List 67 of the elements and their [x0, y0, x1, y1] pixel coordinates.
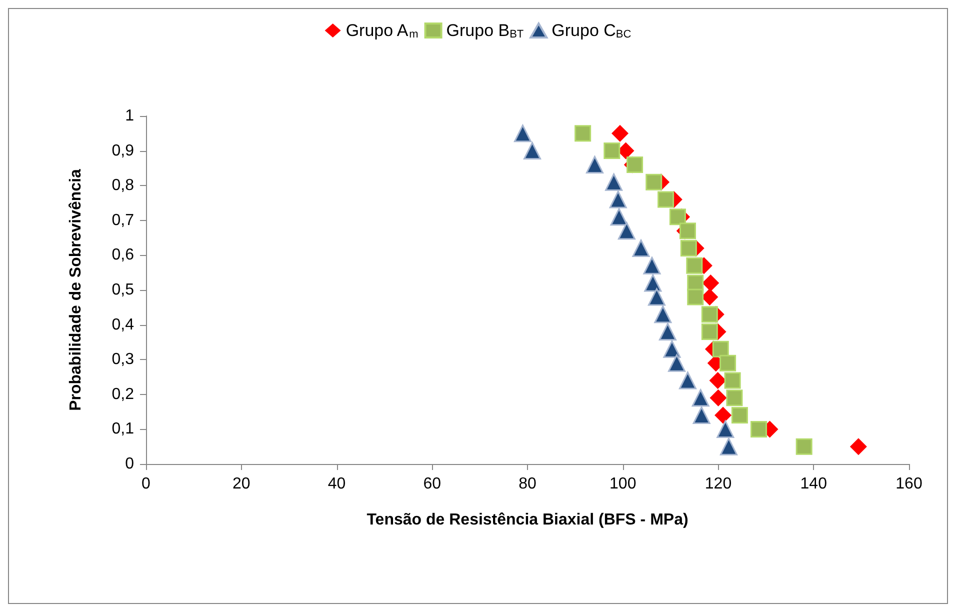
point: [658, 323, 676, 341]
x-tick-label: 40: [328, 476, 346, 492]
point: [709, 372, 726, 389]
y-tick-label: 0,4: [112, 316, 134, 334]
point: [604, 142, 620, 160]
point: [720, 354, 736, 372]
y-axis-title: Probabilidade de Sobrevivência: [68, 168, 84, 411]
point: [850, 438, 867, 456]
y-tick-label: 0,6: [112, 246, 134, 264]
y-tick-label: 0,3: [112, 351, 134, 368]
point: [726, 390, 743, 406]
point: [605, 173, 623, 191]
x-tick-label: 160: [896, 476, 922, 492]
x-tick-label: 140: [800, 476, 828, 492]
y-tick-label: 0,2: [112, 386, 134, 403]
point: [626, 156, 644, 173]
y-tick-label: 0,5: [112, 282, 134, 298]
point: [646, 174, 662, 190]
point: [654, 306, 672, 324]
point: [663, 340, 681, 358]
y-tick-label: 0,8: [112, 177, 134, 194]
point: [724, 372, 741, 389]
x-tick-label: 60: [423, 476, 442, 492]
point: [701, 306, 718, 323]
point: [712, 340, 729, 358]
point: [687, 288, 704, 306]
point: [609, 190, 627, 208]
point: [679, 222, 696, 240]
point: [643, 256, 661, 274]
point: [669, 208, 686, 226]
x-axis-title: Tensão de Resistência Biaxial (BFS - MPa): [366, 512, 688, 528]
point: [701, 324, 718, 340]
point: [796, 438, 812, 455]
point: [714, 406, 732, 424]
point: [750, 420, 768, 438]
point: [644, 274, 662, 292]
y-tick-label: 0,9: [112, 142, 134, 160]
point: [731, 407, 748, 424]
x-tick-label: 20: [232, 476, 250, 492]
y-tick-label: 0: [125, 456, 134, 472]
point: [586, 156, 604, 174]
point: [686, 257, 703, 274]
point: [692, 389, 710, 407]
point: [524, 142, 542, 160]
point: [702, 274, 720, 292]
point: [658, 191, 674, 208]
point: [612, 124, 629, 142]
point: [618, 222, 636, 240]
x-tick-label: 0: [142, 476, 151, 492]
y-tick-label: 0,1: [112, 420, 134, 438]
point: [710, 389, 727, 406]
x-tick-label: 100: [610, 476, 636, 492]
y-tick-label: 1: [125, 108, 134, 124]
point: [610, 208, 628, 226]
point: [514, 124, 532, 142]
point: [574, 125, 592, 142]
point: [668, 354, 686, 372]
y-tick-label: 0,7: [112, 212, 134, 229]
point: [720, 438, 738, 456]
point: [680, 240, 697, 256]
point: [648, 288, 666, 306]
point: [692, 406, 710, 424]
point: [632, 239, 650, 257]
point: [678, 372, 696, 390]
x-tick-label: 80: [518, 476, 536, 492]
x-tick-label: 120: [704, 476, 732, 492]
point: [716, 420, 734, 438]
